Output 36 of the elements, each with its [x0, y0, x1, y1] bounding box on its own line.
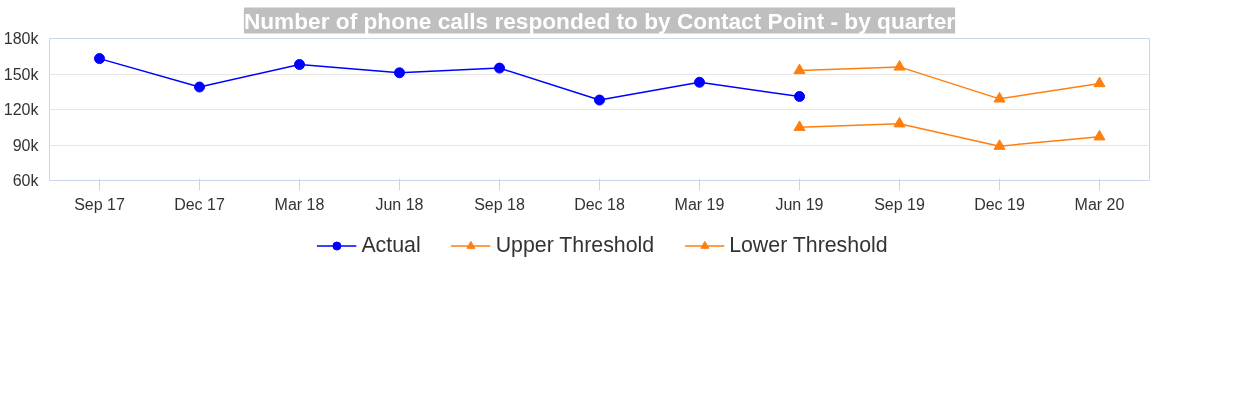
point [993, 139, 1006, 150]
x-tick-label: Jun 19 [775, 195, 824, 213]
point [94, 53, 105, 65]
point [793, 63, 806, 75]
point [1093, 76, 1106, 88]
x-tick-label: Mar 20 [1074, 195, 1125, 213]
x-tick-label: Sep 18 [474, 195, 525, 213]
legend-label: Upper Threshold [495, 232, 655, 258]
point [793, 120, 806, 131]
x-tick-label: Jun 18 [375, 195, 424, 213]
point [893, 60, 906, 71]
y-tick-label: 90k [12, 136, 40, 154]
x-tick-label: Dec 19 [974, 195, 1025, 213]
y-tick-label: 180k [3, 30, 40, 47]
point [194, 81, 205, 93]
y-tick-label: 150k [3, 65, 40, 83]
point [494, 62, 505, 74]
x-tick-label: Mar 19 [674, 195, 725, 213]
y-tick-label: 60k [12, 172, 40, 189]
chart-title: Number of phone calls responded to by Contact Point - by quarter [243, 7, 956, 34]
point [794, 90, 805, 102]
point [893, 116, 906, 128]
point [594, 94, 605, 106]
x-tick-label: Dec 17 [174, 195, 225, 213]
x-tick-label: Mar 18 [274, 195, 325, 213]
x-tick-label: Sep 19 [874, 195, 925, 213]
point [694, 76, 705, 88]
x-tick-label: Dec 18 [574, 195, 625, 213]
point [1093, 129, 1106, 141]
legend-label: Lower Threshold [729, 232, 888, 258]
point [294, 59, 305, 71]
y-tick-label: 120k [3, 101, 40, 118]
legend-label: Actual [361, 232, 421, 258]
point [394, 67, 405, 79]
point [993, 92, 1006, 103]
x-tick-label: Sep 17 [74, 195, 125, 213]
